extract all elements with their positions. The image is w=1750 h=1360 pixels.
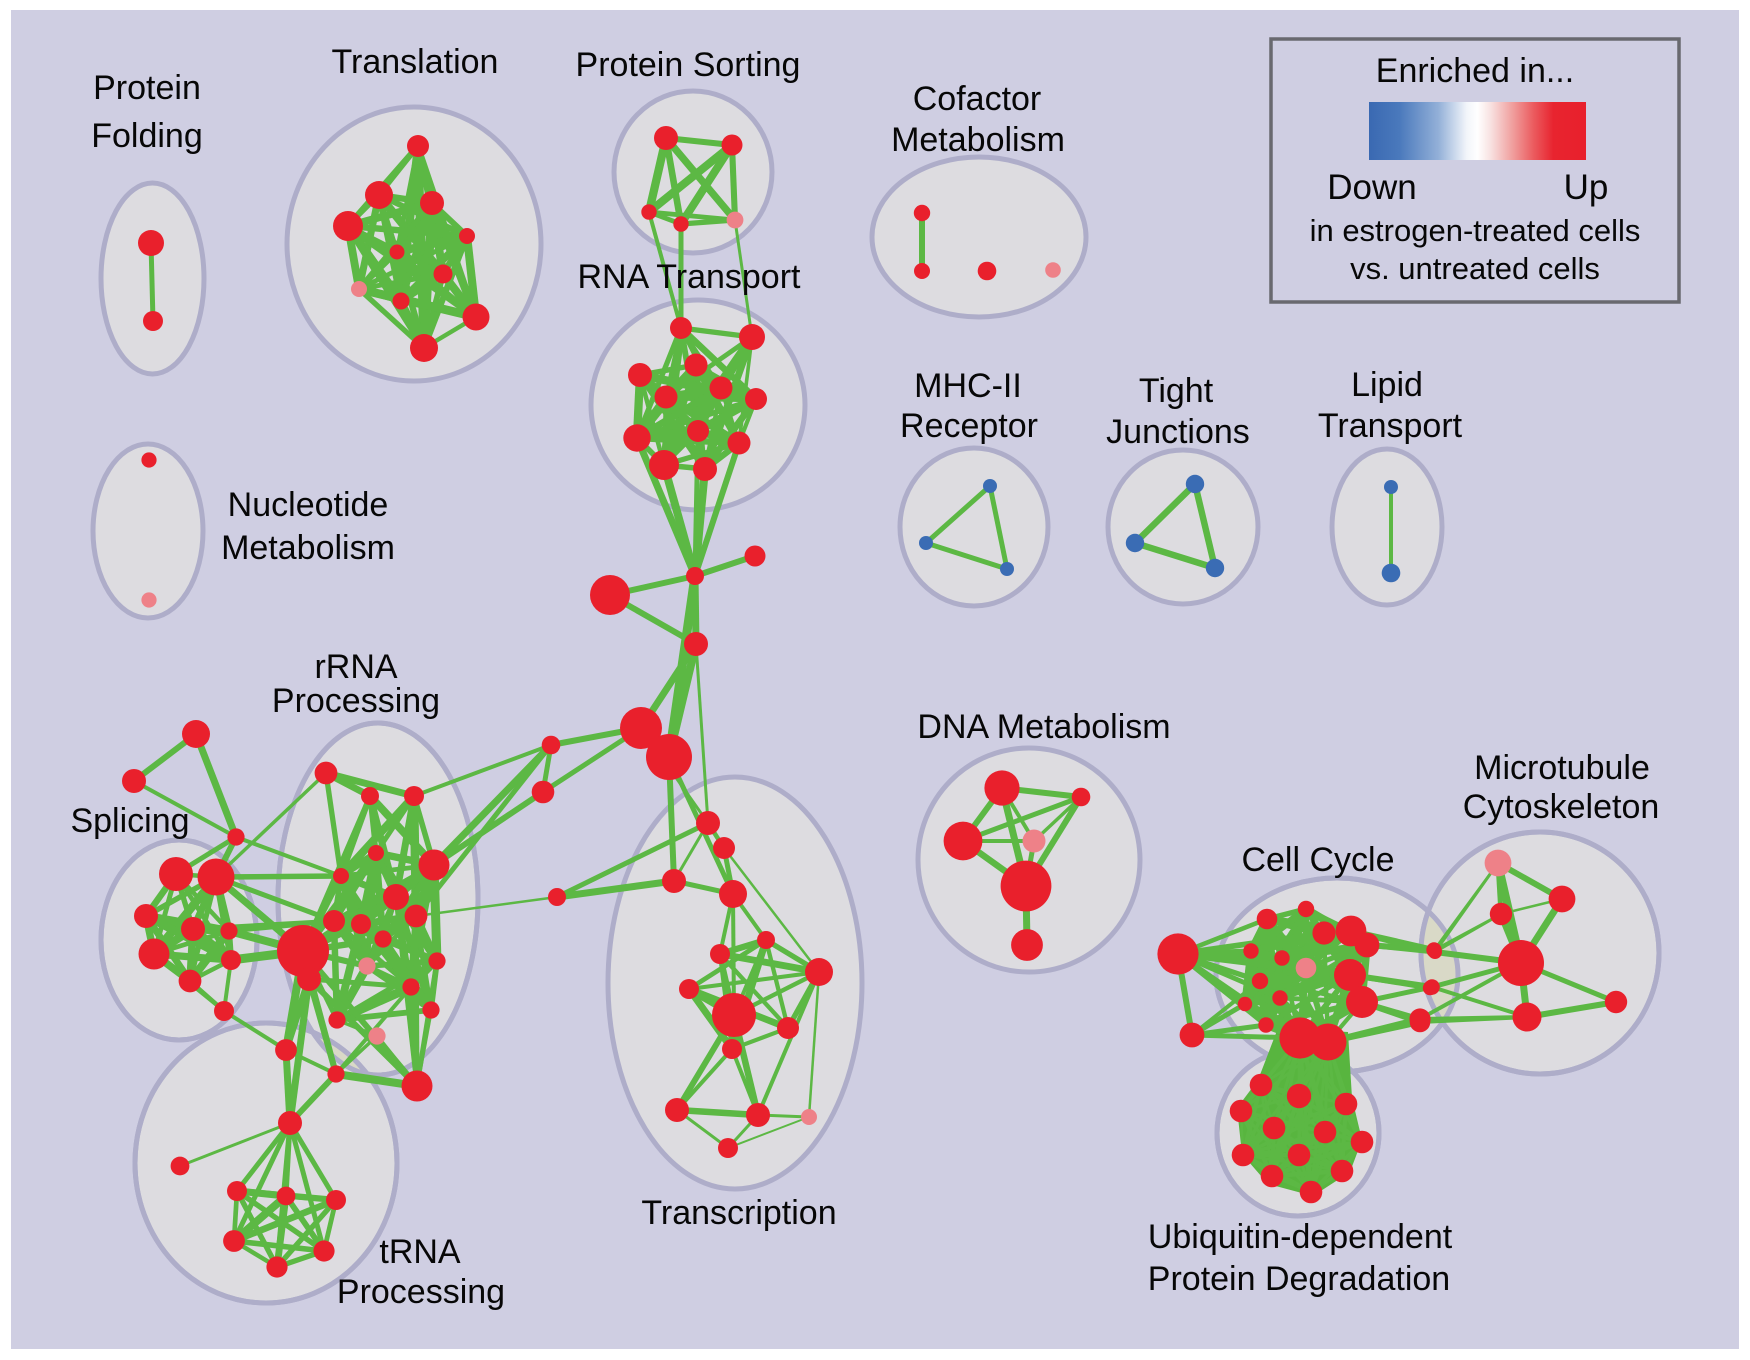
svg-text:MHC-II: MHC-II bbox=[914, 367, 1022, 405]
svg-text:Protein: Protein bbox=[93, 69, 201, 107]
svg-text:Down: Down bbox=[1327, 168, 1416, 207]
svg-text:Microtubule: Microtubule bbox=[1474, 749, 1650, 787]
svg-text:rRNA: rRNA bbox=[314, 648, 397, 686]
svg-text:Nucleotide: Nucleotide bbox=[228, 486, 389, 524]
svg-text:Up: Up bbox=[1564, 168, 1609, 207]
svg-text:DNA Metabolism: DNA Metabolism bbox=[917, 708, 1170, 746]
svg-text:RNA Transport: RNA Transport bbox=[578, 258, 802, 296]
svg-text:Cell Cycle: Cell Cycle bbox=[1241, 841, 1394, 879]
svg-text:Receptor: Receptor bbox=[900, 407, 1038, 445]
svg-text:Metabolism: Metabolism bbox=[221, 529, 395, 567]
svg-text:Ubiquitin-dependent: Ubiquitin-dependent bbox=[1148, 1218, 1453, 1256]
svg-text:Processing: Processing bbox=[337, 1273, 505, 1311]
svg-text:Splicing: Splicing bbox=[70, 802, 189, 840]
svg-text:Protein Degradation: Protein Degradation bbox=[1148, 1260, 1450, 1298]
svg-text:tRNA: tRNA bbox=[379, 1233, 461, 1271]
svg-text:Processing: Processing bbox=[272, 682, 440, 720]
svg-text:Enriched in...: Enriched in... bbox=[1376, 52, 1574, 90]
svg-text:Translation: Translation bbox=[332, 43, 499, 81]
svg-text:Metabolism: Metabolism bbox=[891, 121, 1065, 159]
svg-text:Transport: Transport bbox=[1318, 407, 1463, 445]
svg-text:Protein Sorting: Protein Sorting bbox=[576, 46, 801, 84]
svg-text:Cytoskeleton: Cytoskeleton bbox=[1463, 788, 1660, 826]
svg-text:Junctions: Junctions bbox=[1106, 413, 1250, 451]
svg-text:Lipid: Lipid bbox=[1351, 366, 1423, 404]
svg-text:in estrogen-treated cells: in estrogen-treated cells bbox=[1310, 213, 1641, 248]
svg-text:Transcription: Transcription bbox=[641, 1194, 836, 1232]
svg-text:Tight: Tight bbox=[1139, 372, 1214, 410]
svg-text:vs. untreated cells: vs. untreated cells bbox=[1350, 251, 1600, 286]
svg-text:Folding: Folding bbox=[91, 117, 203, 155]
svg-text:Cofactor: Cofactor bbox=[913, 80, 1042, 118]
